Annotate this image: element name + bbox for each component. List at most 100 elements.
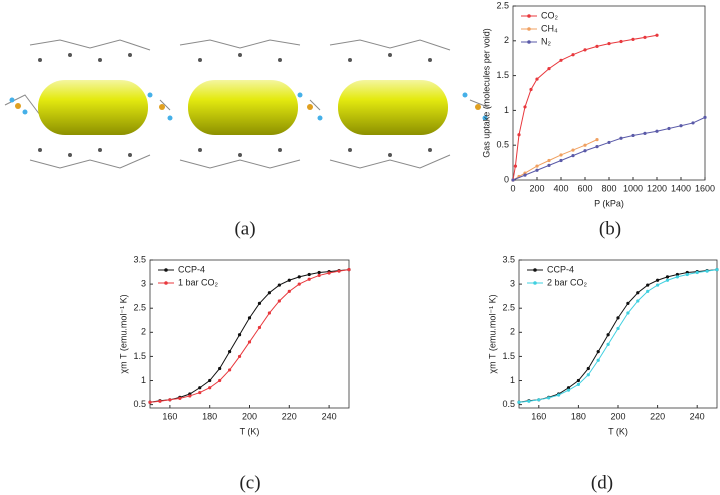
data-point (559, 153, 563, 157)
y-tick-label: 2.5 (502, 303, 515, 313)
data-line (149, 269, 350, 403)
data-point (655, 129, 659, 133)
data-point (267, 311, 271, 315)
data-point (327, 271, 331, 275)
y-tick-label: 2 (141, 327, 146, 337)
data-point (517, 400, 521, 404)
y-tick-label: 0.5 (133, 399, 146, 409)
data-point (218, 378, 222, 383)
data-point (626, 311, 630, 315)
legend-marker (527, 14, 531, 18)
legend-label: CCP-4 (178, 264, 205, 274)
data-point (267, 291, 271, 295)
data-point (529, 87, 533, 92)
data-point (188, 394, 192, 398)
data-point (571, 53, 575, 57)
data-point (586, 373, 590, 377)
x-tick-label: 200 (529, 183, 544, 193)
data-point (208, 378, 212, 383)
data-point (715, 268, 719, 272)
y-tick-label: 0.5 (496, 140, 509, 150)
data-point (576, 378, 581, 383)
data-point (198, 390, 202, 395)
x-tick-label: 600 (577, 183, 592, 193)
data-point (576, 382, 581, 386)
x-tick-label: 1400 (671, 183, 691, 193)
x-tick-label: 160 (531, 411, 546, 421)
data-point (691, 121, 695, 125)
data-point (208, 386, 212, 390)
y-tick-label: 1.5 (502, 351, 515, 361)
y-tick-label: 1 (510, 375, 515, 385)
x-tick-label: 180 (202, 411, 217, 421)
data-point (636, 291, 640, 295)
data-point (596, 358, 600, 362)
x-tick-label: 200 (610, 411, 625, 421)
series: 1 bar CO₂ (148, 268, 351, 404)
data-point (679, 124, 683, 128)
data-point (616, 316, 620, 320)
data-point (547, 163, 551, 167)
y-tick-label: 3.5 (502, 254, 515, 264)
panel-label: (a) (234, 218, 255, 239)
data-line (518, 269, 718, 403)
data-point (631, 37, 635, 42)
legend-marker (164, 268, 168, 272)
data-line (512, 116, 706, 181)
data-point (619, 136, 623, 140)
data-point (596, 349, 600, 354)
data-line (149, 269, 350, 403)
data-point (148, 400, 152, 404)
data-point (277, 283, 281, 287)
data-point (665, 275, 670, 279)
data-point (606, 333, 610, 337)
data-point (317, 273, 321, 278)
legend-marker (533, 281, 537, 285)
data-point (703, 115, 707, 119)
data-point (158, 399, 162, 403)
y-tick-label: 3 (141, 278, 146, 288)
data-line (512, 34, 658, 181)
data-point (317, 270, 321, 275)
x-tick-label: 200 (242, 411, 257, 421)
x-tick-label: 160 (162, 411, 177, 421)
data-point (607, 41, 611, 46)
data-point (517, 133, 521, 137)
data-point (198, 386, 202, 390)
data-point (566, 388, 571, 392)
data-point (559, 58, 563, 62)
series: N₂ (511, 36, 707, 182)
data-point (636, 299, 640, 303)
y-tick-label: 1 (504, 105, 509, 115)
x-tick-label: 240 (690, 411, 705, 421)
data-point (631, 133, 635, 138)
data-point (178, 396, 182, 400)
data-point (616, 326, 620, 331)
legend-label: N₂ (541, 36, 551, 46)
y-axis-label: χm T (emu.mol⁻¹ K) (487, 294, 497, 373)
legend-marker (164, 281, 168, 285)
data-point (665, 278, 670, 282)
data-point (511, 178, 515, 182)
y-tick-label: 2.5 (496, 0, 509, 10)
y-tick-label: 1.5 (496, 70, 509, 80)
data-point (655, 33, 659, 37)
data-point (646, 289, 650, 293)
data-point (277, 299, 281, 303)
series: CO₂ (511, 10, 659, 182)
data-point (559, 158, 563, 163)
x-tick-label: 220 (282, 411, 297, 421)
data-point (347, 268, 351, 272)
x-axis-label: T (K) (608, 426, 628, 436)
legend-label: CCP-4 (547, 264, 574, 274)
data-point (535, 168, 539, 172)
legend-marker (533, 268, 537, 272)
data-point (287, 278, 291, 282)
panel-label: (d) (591, 472, 613, 493)
data-point (337, 269, 341, 273)
data-point (297, 275, 301, 279)
data-point (307, 277, 311, 281)
legend-marker (527, 40, 531, 44)
data-point (535, 164, 539, 168)
